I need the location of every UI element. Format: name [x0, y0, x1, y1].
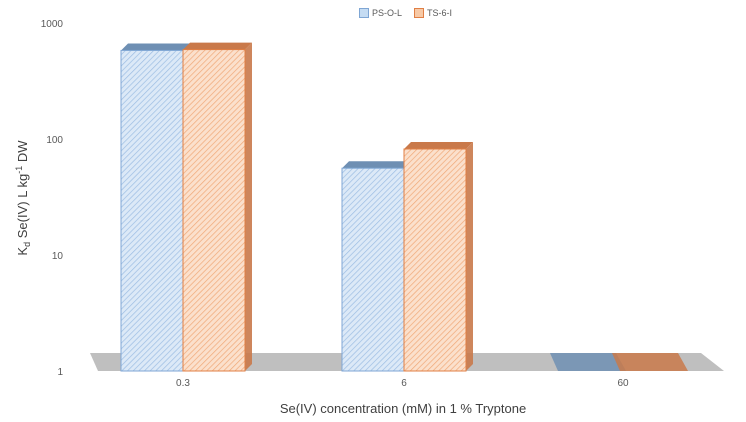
bar-top-1-2: [342, 161, 411, 169]
bar-1-2: [341, 167, 405, 372]
legend-label-series-1: PS-O-L: [372, 8, 403, 18]
bar-2-2: [403, 148, 467, 372]
bar-top-2-2: [404, 141, 473, 149]
legend-label-series-2: TS-6-I: [427, 8, 453, 18]
legend-swatch-series-1: [359, 8, 369, 18]
y-tick-label-4: 1000: [41, 19, 64, 30]
legend: PS-O-L TS-6-I: [359, 8, 452, 18]
bar-2-1: [182, 49, 246, 372]
x-axis-title: Se(IV) concentration (mM) in 1 % Trypton…: [280, 401, 526, 416]
legend-item-series-2: TS-6-I: [414, 8, 452, 18]
x-tick-label-3: 60: [617, 378, 629, 389]
x-tick-label-1: 0.3: [176, 378, 190, 389]
bars-group: [120, 42, 688, 372]
legend-swatch-series-2: [414, 8, 425, 18]
x-axis-ticks: 0.3 6 60: [176, 378, 629, 389]
legend-item-series-1: PS-O-L: [359, 8, 402, 18]
y-tick-label-2: 10: [52, 251, 64, 262]
y-axis-title: Kd Se(IV) L kg-1 DW: [14, 140, 32, 256]
bar-side-2-1: [245, 42, 252, 371]
bar-side-2-2: [466, 141, 473, 371]
x-tick-label-2: 6: [401, 378, 407, 389]
bar-top-1-1: [121, 43, 190, 51]
bar-1-3: [550, 353, 626, 371]
y-tick-label-3: 100: [46, 135, 63, 146]
bar-1-1: [120, 49, 184, 372]
y-tick-label-1: 1: [57, 367, 63, 378]
y-axis-ticks: 1 10 100 1000: [41, 19, 64, 378]
bar-top-2-1: [183, 42, 252, 50]
bar-2-3: [612, 353, 688, 371]
